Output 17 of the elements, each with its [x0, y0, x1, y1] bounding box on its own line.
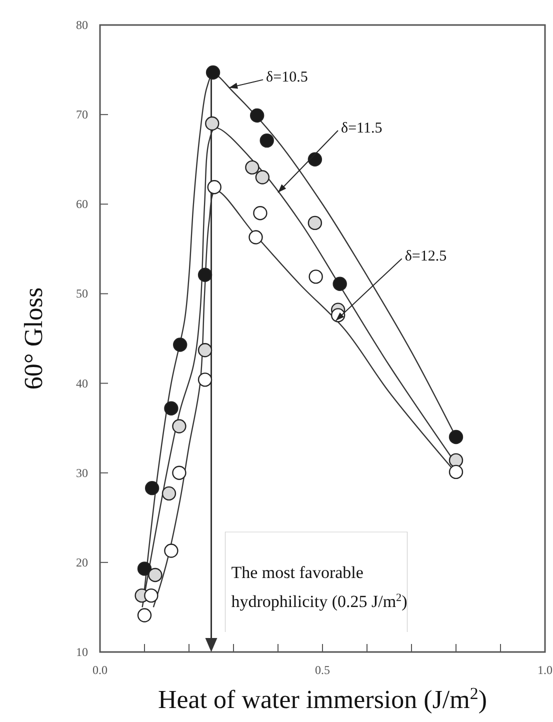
y-tick-label: 70	[76, 108, 88, 122]
annotation: δ=10.5	[266, 70, 308, 86]
y-tick-label: 20	[76, 555, 88, 570]
y-tick-label: 40	[76, 376, 88, 390]
y-tick-label: 50	[76, 286, 88, 301]
x-axis-title: Heat of water immersion (J/m$^{2}$)	[158, 684, 488, 714]
y-tick-label: 60	[76, 197, 88, 212]
y-axis-title: 60° Gloss	[19, 287, 48, 390]
annotation: δ=12.5	[404, 248, 447, 265]
y-tick-label: 10	[76, 645, 88, 659]
ref-line-label: The most favorable hydrophilicity (0.25 J/m$^{2}$)	[231, 563, 408, 611]
x-tick-label: 0.5	[315, 663, 330, 677]
annotation: δ=11.5	[341, 120, 382, 136]
y-tick-label: 80	[76, 18, 88, 32]
y-tick-label: 30	[76, 466, 88, 480]
x-tick-label: 0.0	[92, 663, 108, 677]
x-tick-label: 1.0	[538, 663, 552, 677]
